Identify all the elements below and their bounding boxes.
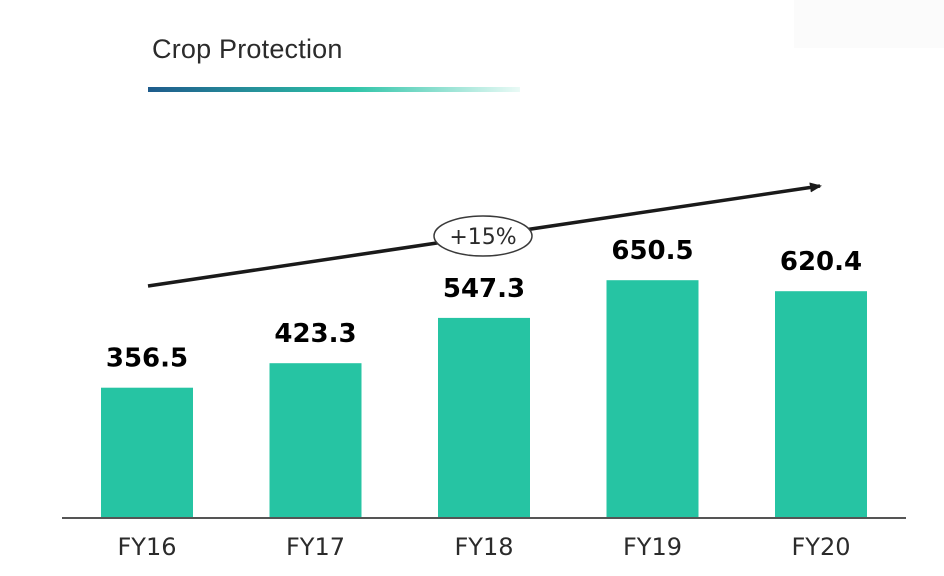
x-tick-label-fy20: FY20 [791,533,850,561]
value-label-fy16: 356.5 [106,344,188,374]
value-label-fy19: 650.5 [611,236,693,266]
x-tick-label-fy16: FY16 [117,533,176,561]
value-label-fy18: 547.3 [443,274,525,304]
title-underline [148,87,520,92]
bar-fy19 [606,280,699,518]
chart-title: Crop Protection [152,34,343,64]
value-label-fy17: 423.3 [274,319,356,349]
x-tick-label-fy17: FY17 [286,533,345,561]
corner-panel [794,0,944,48]
x-tick-label-fy19: FY19 [623,533,682,561]
growth-badge [433,215,533,257]
value-label-fy20: 620.4 [780,247,862,277]
bar-fy16 [101,387,193,518]
bar-fy17 [269,363,362,518]
bar-fy18 [438,317,530,518]
growth-annotation: +15% [449,225,516,250]
bar-fy20 [775,291,867,518]
x-tick-label-fy18: FY18 [454,533,513,561]
